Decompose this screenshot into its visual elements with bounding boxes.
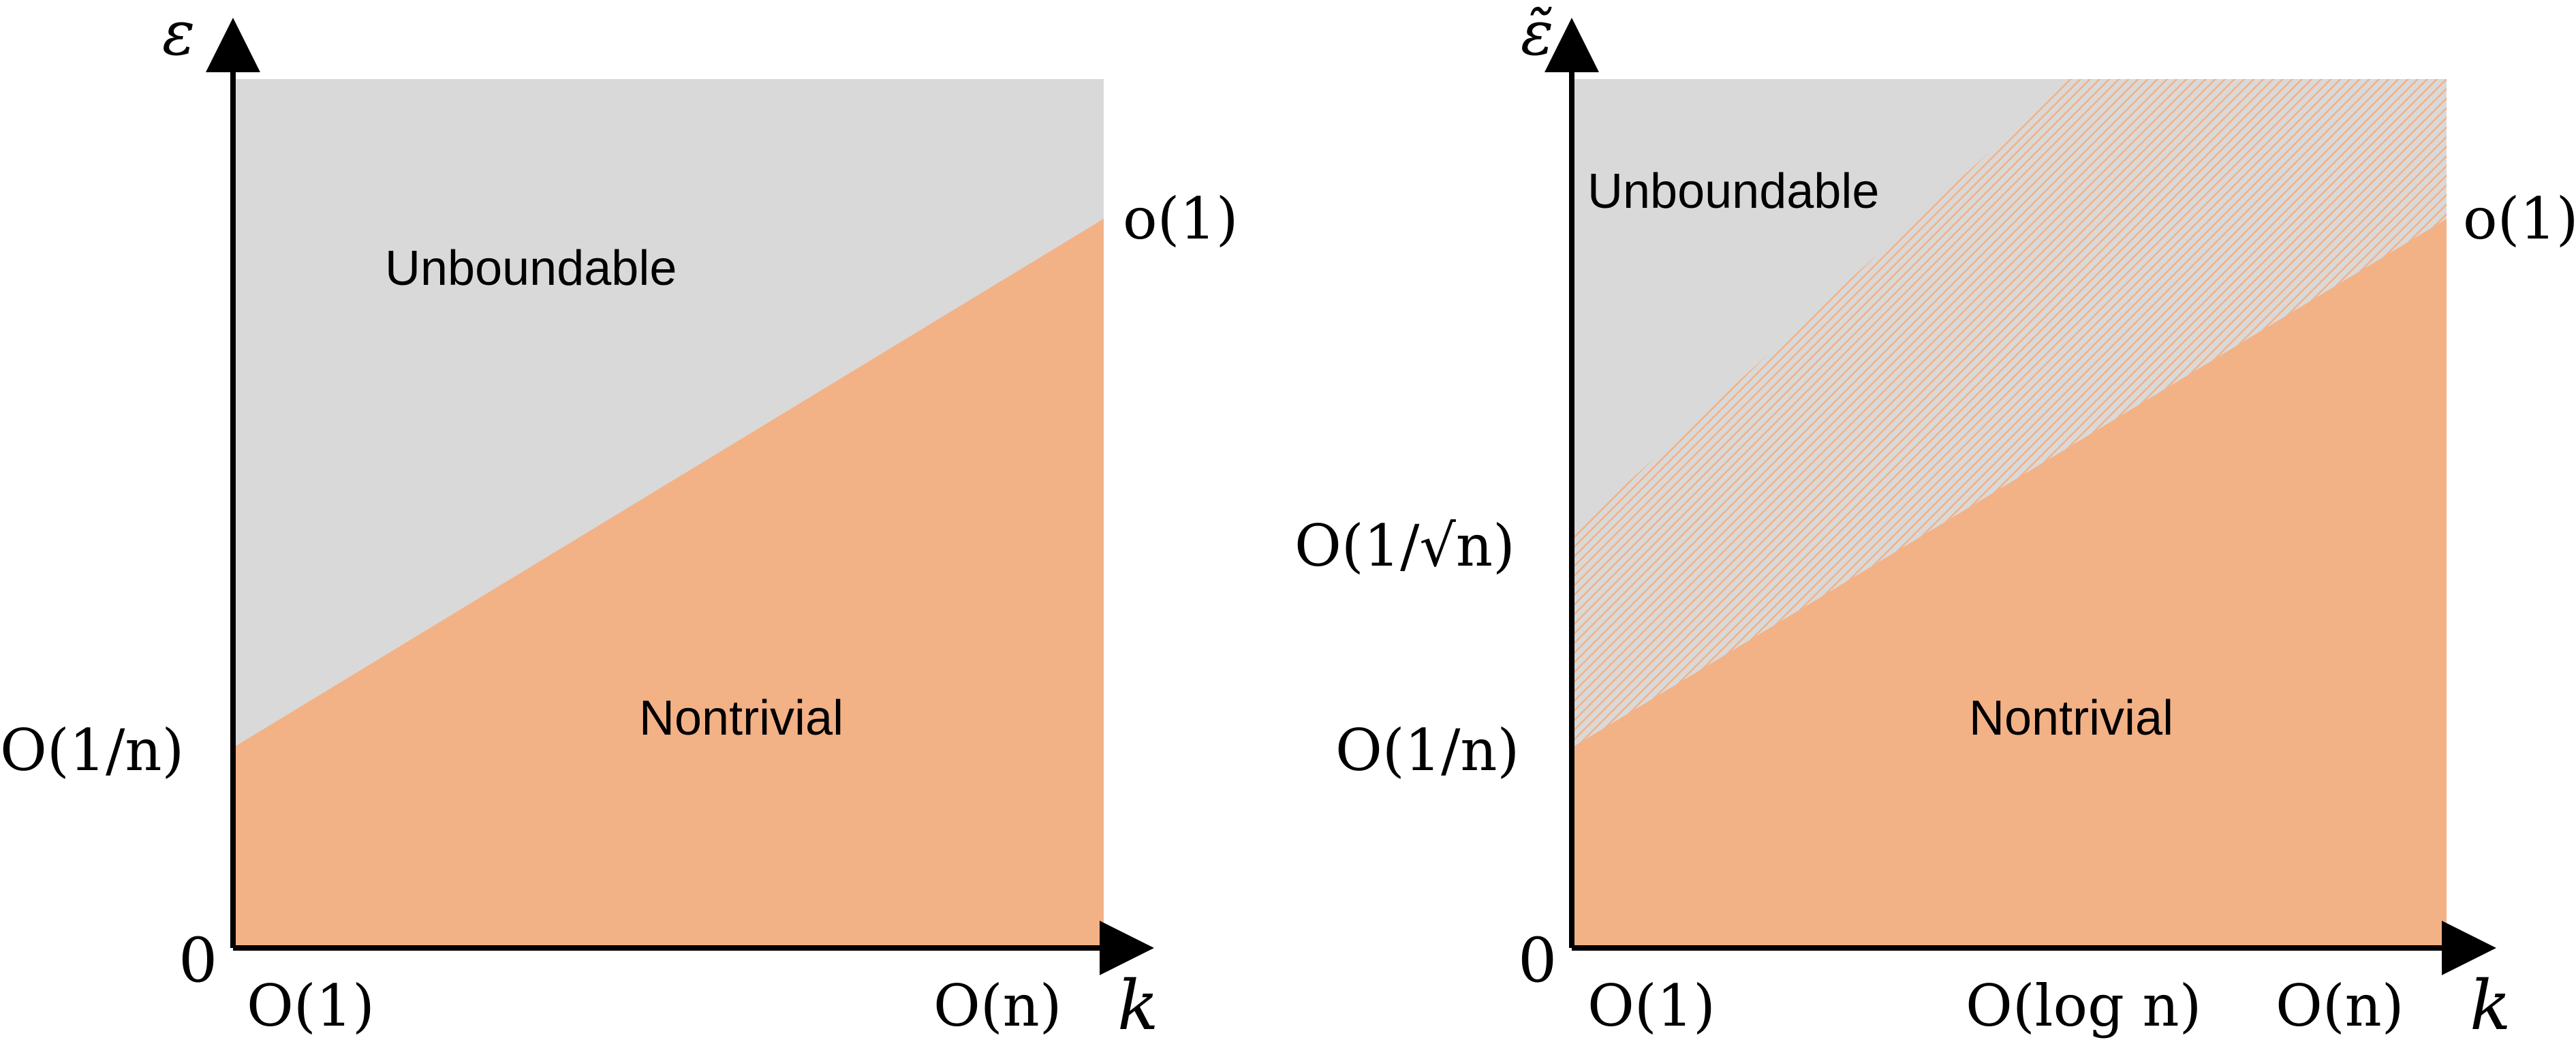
nontrivial-region <box>1572 219 2447 948</box>
y-tick-low: O(1/n) <box>1335 717 1519 784</box>
region-label-unboundable: Unboundable <box>1587 164 1879 219</box>
origin-label: 0 <box>179 925 217 996</box>
y-tick-high: o(1) <box>2463 185 2576 252</box>
right-panel: ε̃ k 0 O(1/n) O(1/√n) o(1) O(1) O(log n)… <box>1294 0 2576 1042</box>
nontrivial-region <box>233 219 1104 948</box>
y-tick-high: o(1) <box>1123 185 1239 252</box>
x-axis-label: k <box>2470 966 2511 1042</box>
x-tick-low: O(1) <box>247 972 375 1039</box>
y-tick-low: O(1/n) <box>0 717 184 784</box>
x-tick-high: O(n) <box>2276 972 2404 1039</box>
origin-label: 0 <box>1518 925 1557 996</box>
y-axis-label: ε <box>162 0 195 70</box>
region-label-unboundable: Unboundable <box>385 241 677 296</box>
region-label-nontrivial: Nontrivial <box>1969 691 2173 746</box>
y-axis-label: ε̃ <box>1521 0 1553 70</box>
x-tick-mid: O(log n) <box>1966 972 2201 1039</box>
x-tick-low: O(1) <box>1587 972 1716 1039</box>
left-panel: ε k 0 O(1/n) o(1) O(1) O(n) Unboundable … <box>0 0 1239 1042</box>
region-label-nontrivial: Nontrivial <box>639 691 843 746</box>
x-axis-label: k <box>1117 966 1159 1042</box>
x-tick-high: O(n) <box>933 972 1062 1039</box>
y-tick-mid: O(1/√n) <box>1294 512 1515 579</box>
hatched-region <box>1572 79 2447 748</box>
